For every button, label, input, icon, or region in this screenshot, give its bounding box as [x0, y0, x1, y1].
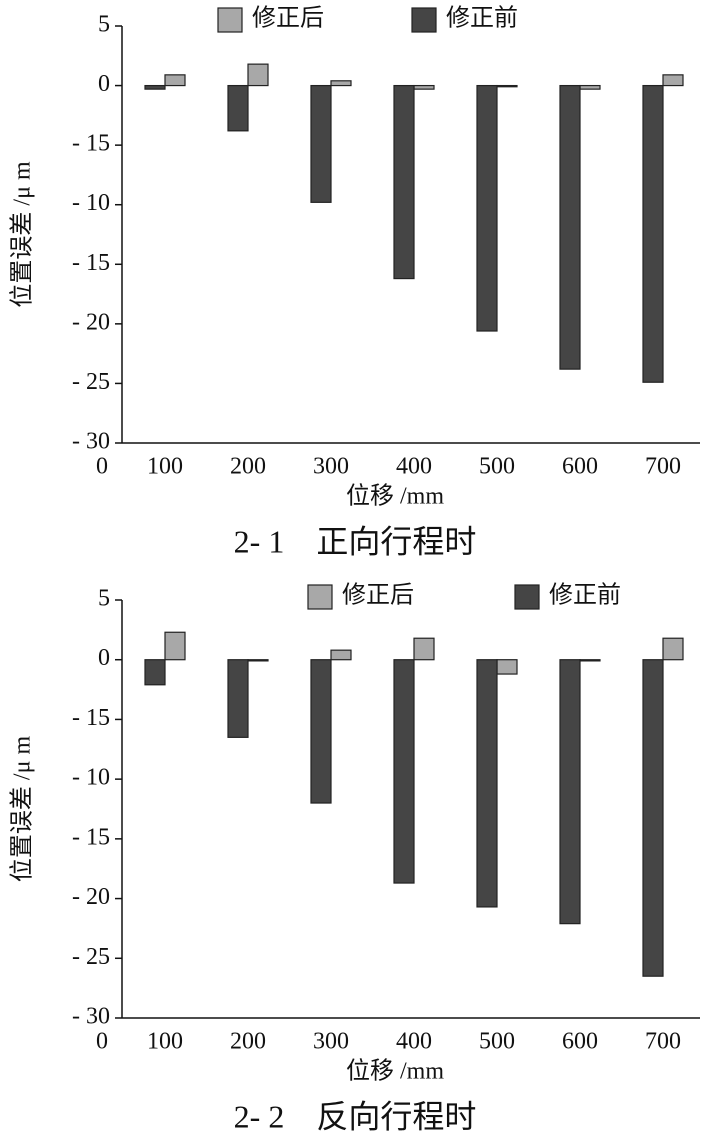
bar	[247, 63, 269, 87]
bar	[144, 84, 166, 90]
y-tick-label: - 15	[72, 131, 110, 157]
y-tick-label: 0	[98, 645, 110, 671]
legend-swatch	[514, 584, 540, 610]
legend-label: 修正前	[549, 582, 621, 609]
x-tick-label: 400	[396, 454, 432, 480]
x-tick-label: 600	[562, 1029, 598, 1055]
legend-label: 修正后	[252, 5, 324, 32]
y-tick-label: - 10	[72, 190, 110, 216]
bar	[559, 84, 581, 370]
bar	[247, 659, 269, 662]
y-tick-label: - 15	[72, 705, 110, 731]
x-tick-label: 400	[396, 1029, 432, 1055]
y-tick-label: - 10	[72, 765, 110, 791]
bar	[310, 84, 332, 203]
bar	[579, 659, 601, 662]
y-tick-label: - 25	[72, 369, 110, 395]
bar	[496, 659, 518, 675]
bar	[227, 659, 249, 738]
bar	[164, 631, 186, 661]
x-tick-label: 300	[313, 454, 349, 480]
x-tick-label: 500	[479, 1029, 515, 1055]
bar	[393, 84, 415, 280]
bar	[476, 659, 498, 908]
y-tick-label: - 25	[72, 944, 110, 970]
bar	[413, 84, 435, 90]
y-tick-label: - 15	[72, 824, 110, 850]
x-origin-label: 0	[96, 1029, 108, 1055]
bar	[496, 84, 518, 88]
bar	[662, 637, 684, 661]
x-tick-label: 700	[645, 1029, 681, 1055]
y-axis-label: 位置误差 /μ m	[9, 736, 36, 883]
x-axis-label: 位移 /mm	[346, 1058, 444, 1085]
x-tick-label: 600	[562, 454, 598, 480]
y-tick-label: 5	[98, 12, 110, 38]
bar	[642, 84, 664, 383]
y-tick-label: 5	[98, 586, 110, 612]
bar	[144, 659, 166, 686]
y-tick-label: - 20	[72, 309, 110, 335]
bar	[413, 637, 435, 661]
bar	[393, 659, 415, 884]
bar	[330, 80, 352, 87]
bar	[579, 84, 601, 90]
y-tick-label: 0	[98, 71, 110, 97]
bar	[662, 74, 684, 87]
caption: 2- 1 正向行程时	[234, 523, 477, 559]
x-tick-label: 200	[230, 1029, 266, 1055]
bar	[476, 84, 498, 332]
x-tick-label: 100	[147, 1029, 183, 1055]
y-tick-label: - 30	[72, 429, 110, 455]
y-axis-label: 位置误差 /μ m	[9, 161, 36, 308]
legend-swatch	[307, 584, 333, 610]
bar	[330, 649, 352, 661]
bar	[559, 659, 581, 925]
x-tick-label: 500	[479, 454, 515, 480]
x-tick-label: 300	[313, 1029, 349, 1055]
x-tick-label: 700	[645, 454, 681, 480]
x-axis-label: 位移 /mm	[346, 483, 444, 510]
caption: 2- 2 反向行程时	[234, 1098, 477, 1134]
legend-label: 修正前	[446, 5, 518, 32]
y-tick-label: - 15	[72, 250, 110, 276]
y-tick-label: - 30	[72, 1004, 110, 1030]
bar	[164, 74, 186, 87]
bar	[310, 659, 332, 804]
x-tick-label: 100	[147, 454, 183, 480]
legend-swatch	[217, 7, 243, 33]
bar	[227, 84, 249, 132]
bar	[642, 659, 664, 977]
legend-label: 修正后	[342, 582, 414, 609]
x-origin-label: 0	[96, 454, 108, 480]
y-tick-label: - 20	[72, 884, 110, 910]
x-tick-label: 200	[230, 454, 266, 480]
legend-swatch	[411, 7, 437, 33]
